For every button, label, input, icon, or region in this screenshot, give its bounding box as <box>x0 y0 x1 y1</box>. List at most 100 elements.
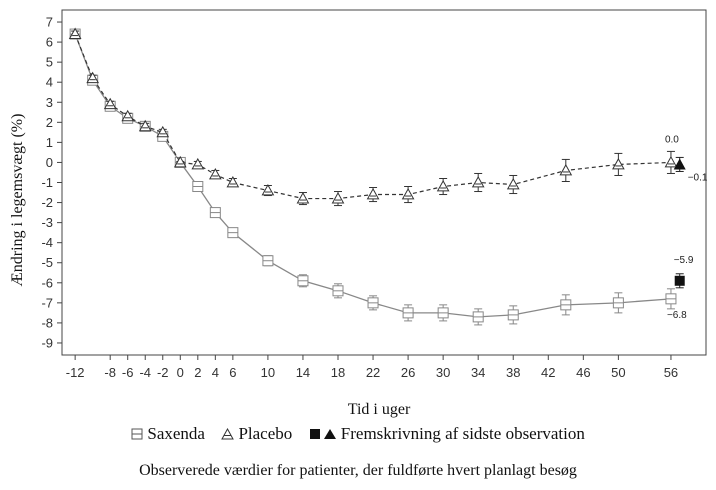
marker-frame <box>366 188 380 200</box>
y-tick-label: 1 <box>46 135 53 150</box>
saxenda-point <box>332 285 344 297</box>
data-label: 0.0 <box>665 134 679 145</box>
y-axis-label: Ændring i legemsvægt (%) <box>9 114 26 287</box>
x-tick-label: 30 <box>436 365 450 380</box>
y-tick-label: -8 <box>41 315 53 330</box>
y-tick-label: -4 <box>41 235 53 250</box>
placebo-point <box>261 183 275 196</box>
placebo-point <box>331 192 345 204</box>
saxenda-point <box>367 297 379 309</box>
data-label: −5.9 <box>674 255 694 266</box>
x-tick-label: 26 <box>401 365 415 380</box>
marker-frame <box>401 188 415 200</box>
legend-lofc-label: Fremskrivning af sidste observation <box>340 424 585 443</box>
placebo-point <box>173 155 187 168</box>
x-tick-label: -2 <box>157 365 169 380</box>
saxenda-point <box>297 275 309 287</box>
filled-square-triangle-icon <box>309 429 336 439</box>
placebo-point <box>612 157 625 170</box>
placebo-point <box>506 177 520 190</box>
marker-frame <box>296 192 310 204</box>
y-tick-label: 7 <box>46 15 53 30</box>
legend-saxenda: Saxenda <box>131 424 209 443</box>
placebo-point <box>86 71 100 84</box>
placebo-point <box>121 109 135 122</box>
placebo-line <box>74 33 671 200</box>
placebo-point <box>296 192 310 204</box>
y-tick-label: 0 <box>46 155 53 170</box>
x-tick-label: 50 <box>611 365 625 380</box>
y-tick-label: 3 <box>46 95 53 110</box>
saxenda-point <box>262 255 274 267</box>
y-tick-label: -6 <box>41 275 53 290</box>
y-tick-label: -5 <box>41 255 53 270</box>
x-tick-label: -8 <box>104 365 116 380</box>
saxenda-point <box>402 307 414 319</box>
saxenda-point <box>665 293 677 305</box>
x-tick-label: 14 <box>296 365 310 380</box>
y-tick-label: 4 <box>46 75 53 90</box>
y-tick-label: 6 <box>46 35 53 50</box>
x-tick-label: 0 <box>177 365 184 380</box>
x-tick-label: 42 <box>541 365 555 380</box>
placebo-point <box>559 163 573 176</box>
x-tick-label: -4 <box>139 365 151 380</box>
x-tick-label: 10 <box>261 365 275 380</box>
y-tick-label: -1 <box>41 175 53 190</box>
placebo-point <box>471 175 485 188</box>
lofc-saxenda-point <box>674 275 685 286</box>
data-label: −0.1 <box>688 172 708 183</box>
saxenda-point <box>227 227 239 239</box>
y-tick-label: -7 <box>41 295 53 310</box>
placebo-point <box>138 119 152 132</box>
legend-lofc: Fremskrivning af sidste observation <box>309 424 585 443</box>
y-tick-label: 2 <box>46 115 53 130</box>
triangle-open-icon <box>221 427 235 440</box>
y-tick-label: -3 <box>41 215 53 230</box>
x-axis-label: Tid i uger <box>348 401 411 418</box>
series-layer <box>68 27 686 326</box>
marker-frame <box>331 192 345 204</box>
y-tick-label: -9 <box>41 335 53 350</box>
data-label: −6.8 <box>667 310 687 321</box>
annotations: 0.0 −0.1 −5.9 −6.8 <box>665 134 708 320</box>
saxenda-point <box>192 181 204 193</box>
y-tick-label: 5 <box>46 55 53 70</box>
placebo-point <box>664 155 678 168</box>
placebo-point <box>208 167 222 180</box>
legend-placebo-label: Placebo <box>238 424 293 443</box>
placebo-point <box>156 125 170 138</box>
legend-saxenda-label: Saxenda <box>147 424 205 443</box>
saxenda-point <box>472 311 484 323</box>
x-tick-label: 18 <box>331 365 345 380</box>
placebo-point <box>103 97 117 110</box>
marker-frame <box>436 179 450 192</box>
x-tick-label: 56 <box>664 365 678 380</box>
x-tick-label: 22 <box>366 365 380 380</box>
legend-placebo: Placebo <box>221 424 296 443</box>
marker-frame <box>191 157 205 170</box>
saxenda-point <box>560 299 572 311</box>
x-tick-label: 34 <box>471 365 485 380</box>
placebo-point <box>436 179 450 192</box>
y-tick-label: -2 <box>41 195 53 210</box>
x-tick-label: 2 <box>194 365 201 380</box>
saxenda-point <box>612 297 624 309</box>
placebo-point <box>68 27 82 39</box>
placebo-point <box>401 188 415 200</box>
legend: Saxenda Placebo Fremskrivning af sidste … <box>0 424 716 444</box>
saxenda-point <box>209 207 221 219</box>
lofc-placebo-point <box>673 158 686 170</box>
marker-frame <box>471 175 485 188</box>
footnote: Observerede værdier for patienter, der f… <box>139 462 577 479</box>
saxenda-point <box>437 307 449 319</box>
marker-frame <box>664 155 678 168</box>
placebo-point <box>366 188 380 200</box>
saxenda-line <box>74 33 672 318</box>
saxenda-point <box>507 309 519 321</box>
x-tick-label: -12 <box>66 365 85 380</box>
marker-frame <box>559 163 573 176</box>
x-tick-label: 4 <box>212 365 219 380</box>
